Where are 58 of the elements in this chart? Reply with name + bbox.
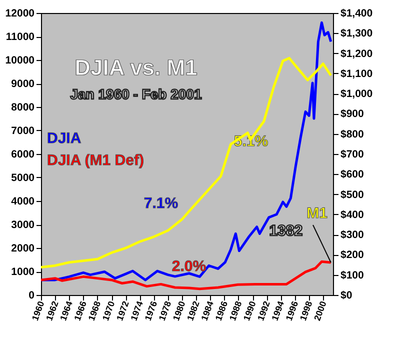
y2-tick-label: $100 <box>340 269 364 282</box>
x-tick-label: 1998 <box>298 300 314 322</box>
y2-tick-label: $1,200 <box>340 48 373 60</box>
y2-tick-label: $900 <box>340 108 364 120</box>
y2-tick-label: $700 <box>340 148 364 160</box>
y-tick-label: 6000 <box>11 148 35 160</box>
y2-tick-label: $400 <box>340 208 364 221</box>
x-tick-label: 1996 <box>284 300 300 322</box>
x-tick-label: 1970 <box>100 300 117 322</box>
x-tick-label: 1972 <box>114 300 131 322</box>
y-tick-label: 0 <box>28 290 35 302</box>
x-tick-label: 1982 <box>185 300 202 322</box>
y-tick-label: 11000 <box>6 31 35 43</box>
y2-tick-label: $800 <box>340 128 364 140</box>
x-tick-label: 2000 <box>312 300 328 322</box>
x-tick-label: 1966 <box>72 300 89 322</box>
text: M1 <box>306 205 328 222</box>
annotation: 7.1% <box>144 195 178 212</box>
y2-tick-label: $1,400 <box>340 8 373 20</box>
y-tick-label: 4000 <box>11 196 35 208</box>
y2-tick-label: $1,100 <box>340 68 373 80</box>
y-tick-label: 10000 <box>5 54 35 66</box>
y2-tick-label: $200 <box>340 249 364 262</box>
x-tick-label: 1988 <box>227 300 244 322</box>
y-tick-label: 5000 <box>11 172 35 184</box>
y-tick-label: 2000 <box>11 242 35 254</box>
text: DJIA (M1 Def) <box>47 152 144 169</box>
x-tick-label: 1960 <box>30 300 46 322</box>
x-tick-label: 1964 <box>58 300 74 322</box>
line-series <box>40 260 332 290</box>
x-tick-label: 1990 <box>242 300 258 322</box>
y-tick-label: 1000 <box>11 266 35 278</box>
y-tick-label: 12000 <box>5 8 35 20</box>
y2-tick-label: $1,300 <box>340 28 373 40</box>
y2-tick-label: $500 <box>340 188 364 201</box>
text: DJIA <box>47 130 82 147</box>
x-tick-label: 1978 <box>156 300 174 322</box>
y2-tick-label: $600 <box>340 168 364 181</box>
text: Jan 1960 - Feb 2001 <box>70 86 202 102</box>
y2-tick-label: $300 <box>340 229 364 242</box>
x-tick-label: 1986 <box>213 300 230 322</box>
annotation: 2.0% <box>172 258 206 275</box>
x-tick-label: 1976 <box>142 300 160 322</box>
x-tick-label: 1984 <box>199 300 216 322</box>
annotation: 1382 <box>269 222 303 240</box>
y-tick-label: 3000 <box>11 219 35 231</box>
y-tick-label: 9000 <box>11 78 35 90</box>
x-tick-label: 1974 <box>128 300 145 322</box>
y2-tick-label: $1,000 <box>340 88 373 100</box>
x-tick-label: 1962 <box>44 300 60 322</box>
y2-tick-label: $0 <box>340 290 352 302</box>
y-tick-label: 8000 <box>11 102 35 114</box>
x-tick-label: 1994 <box>270 300 286 322</box>
x-tick-label: 1980 <box>171 300 188 322</box>
y-tick-label: 7000 <box>11 125 35 137</box>
text: DJIA vs. M1 <box>74 55 198 80</box>
x-tick-label: 1968 <box>86 300 103 322</box>
x-tick-label: 1992 <box>256 300 272 322</box>
